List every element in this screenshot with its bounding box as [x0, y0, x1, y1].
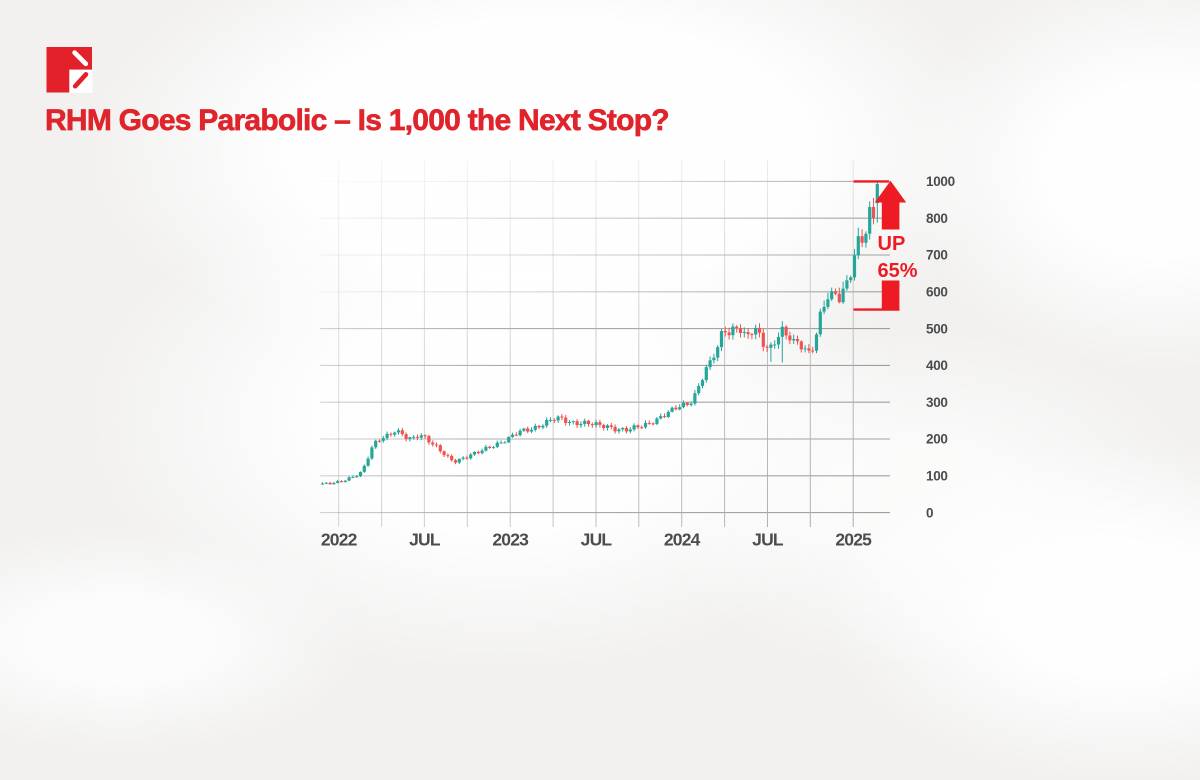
- svg-text:2025: 2025: [835, 530, 872, 550]
- svg-text:JUL: JUL: [409, 530, 441, 550]
- svg-text:1000: 1000: [926, 174, 955, 189]
- svg-text:100: 100: [926, 469, 948, 484]
- svg-text:700: 700: [926, 248, 948, 263]
- svg-text:2023: 2023: [492, 530, 529, 550]
- svg-text:300: 300: [926, 395, 948, 410]
- svg-text:2022: 2022: [321, 530, 358, 550]
- svg-text:2024: 2024: [664, 530, 701, 550]
- svg-text:0: 0: [926, 505, 933, 520]
- svg-text:65%: 65%: [878, 260, 918, 282]
- svg-text:400: 400: [926, 358, 948, 373]
- svg-text:JUL: JUL: [752, 530, 784, 550]
- svg-text:500: 500: [926, 321, 948, 336]
- svg-text:800: 800: [926, 211, 948, 226]
- svg-text:200: 200: [926, 432, 948, 447]
- svg-text:UP: UP: [878, 233, 906, 255]
- svg-text:600: 600: [926, 285, 948, 300]
- svg-text:JUL: JUL: [581, 530, 613, 550]
